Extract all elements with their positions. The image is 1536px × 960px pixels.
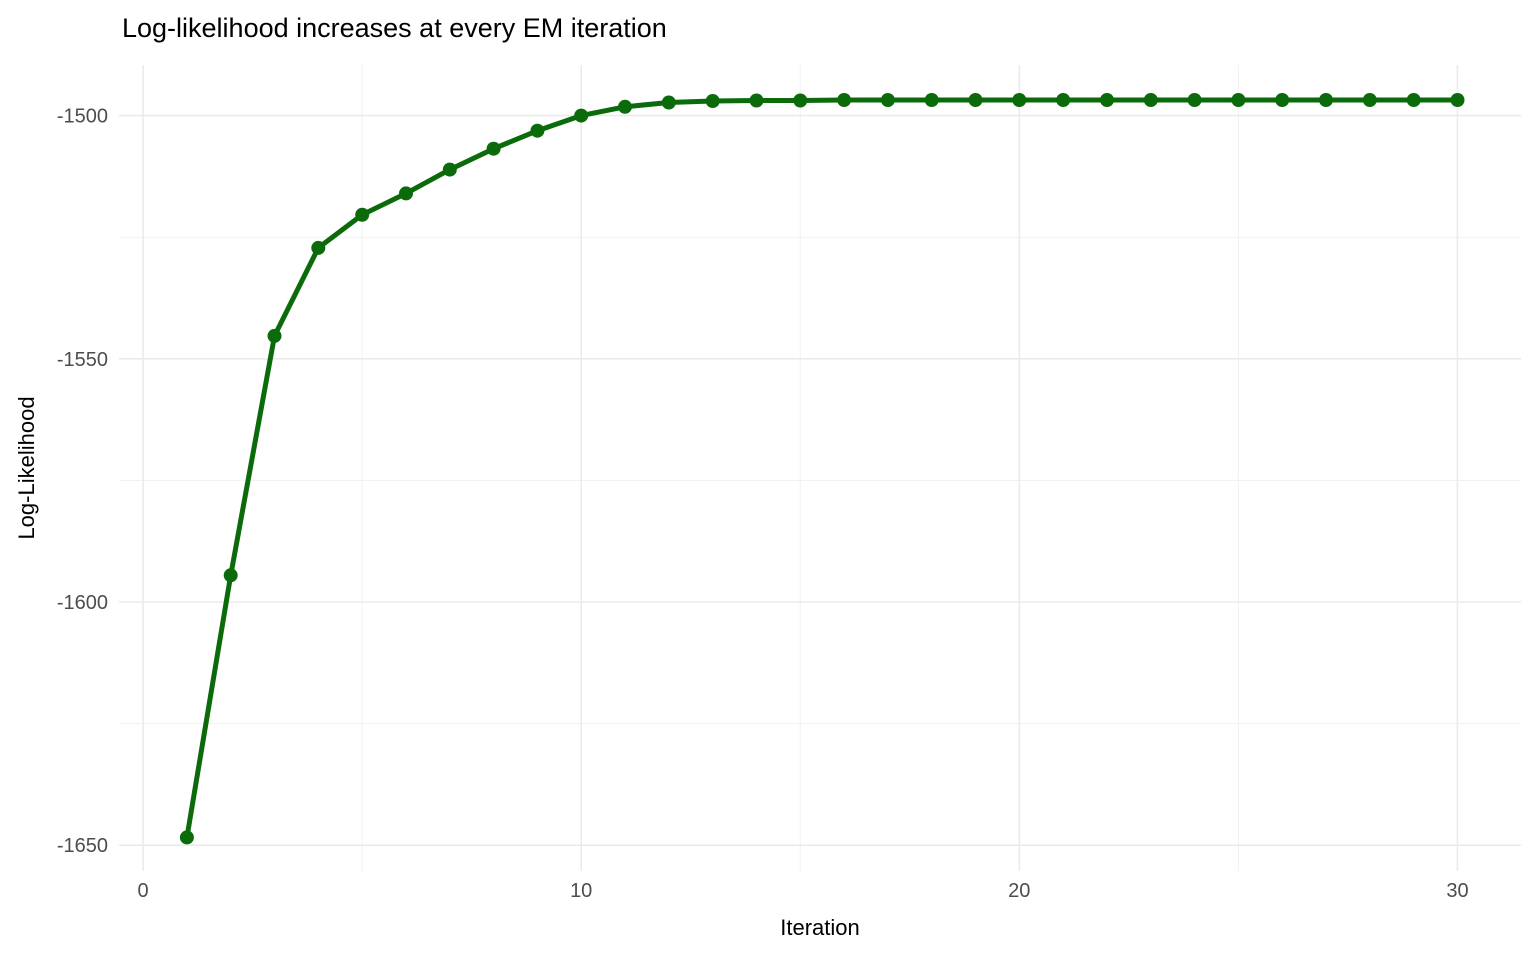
data-point [223,568,238,583]
data-point [1450,93,1465,107]
x-tick-label: 10 [570,880,592,902]
data-point [1100,93,1114,107]
data-point [749,93,764,108]
chart-title: Log-likelihood increases at every EM ite… [122,13,667,43]
data-point [1406,93,1421,107]
data-point [267,328,282,343]
data-point [968,93,983,107]
data-point [1275,93,1290,107]
data-point [793,93,808,108]
y-tick-label: -1500 [57,106,108,128]
y-tick-label: -1600 [57,592,108,614]
data-point [705,94,720,108]
y-axis-title: Log-Likelihood [14,396,39,540]
y-tick-label: -1650 [57,835,108,857]
x-tick-label: 30 [1446,880,1468,902]
data-point [1231,93,1246,107]
data-point [1143,93,1158,107]
data-point [924,93,939,107]
data-point [880,93,895,107]
y-tick-label: -1550 [57,349,108,371]
series-line [184,97,1458,838]
data-point [618,99,632,114]
data-point [530,123,545,138]
data-point [1362,93,1377,107]
x-tick-label: 0 [138,880,149,902]
data-point [179,830,194,845]
data-point [1056,93,1071,107]
data-point [399,186,413,201]
data-point [1012,93,1027,107]
data-point [661,95,676,110]
data-point [486,141,501,156]
data-point [837,93,852,107]
x-tick-label: 20 [1008,880,1030,902]
data-point [1319,93,1333,107]
data-point [574,108,589,123]
data-point [355,207,370,222]
data-point [311,240,326,255]
data-point [442,162,457,177]
x-axis-title: Iteration [780,915,860,940]
data-point [1187,93,1202,107]
